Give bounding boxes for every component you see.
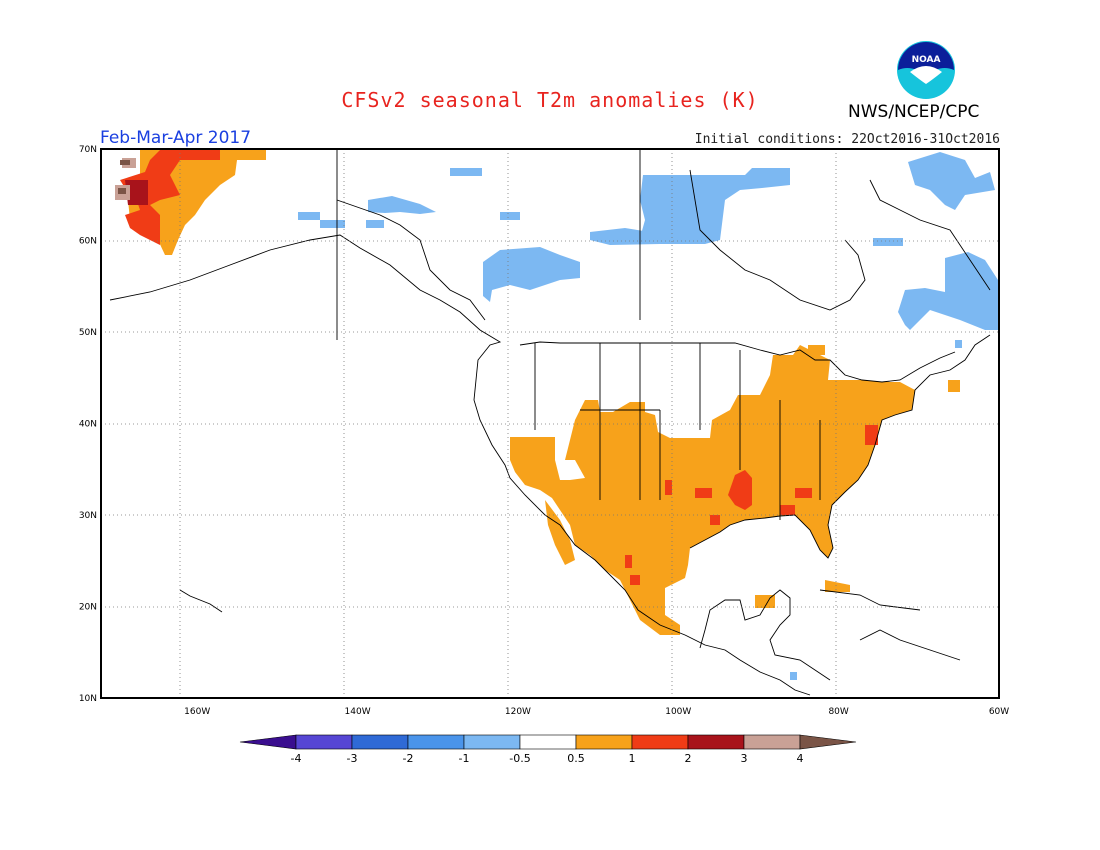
lat-tick-label: 60N [79,237,97,247]
longitude-labels: 160W 140W 120W 100W 80W 60W [184,707,1009,717]
colorbar-right-arrow [799,734,857,750]
latitude-labels: 10N 20N 30N 40N 50N 60N 70N [79,145,97,704]
colorbar-label: 0.5 [567,752,585,765]
colorbar-bin [743,734,801,750]
lon-tick-label: 60W [989,707,1009,717]
anomaly-fills [115,150,998,680]
season-label: Feb-Mar-Apr 2017 [100,128,252,148]
colorbar-label: -0.5 [509,752,530,765]
colorbar-bin [519,734,577,750]
map-title: CFSv2 seasonal T2m anomalies (K) [341,88,759,112]
lat-tick-label: 20N [79,603,97,613]
colorbar-label: -1 [459,752,470,765]
colorbar-bin [687,734,745,750]
map-frame [100,148,1000,699]
coastlines [109,150,991,696]
strong-warm-spots [625,425,878,585]
colorbar-left-arrow [239,734,297,750]
lon-tick-label: 120W [505,707,531,717]
colorbar-label: 1 [629,752,636,765]
lat-tick-label: 30N [79,511,97,521]
lat-tick-label: 70N [79,145,97,155]
colorbar: -4 -3 -2 -1 -0.5 0.5 1 2 3 4 [239,734,857,765]
colorbar-bin [351,734,409,750]
colorbar-label: -3 [347,752,358,765]
colorbar-bin [295,734,353,750]
logo-text: NOAA [912,55,941,65]
lon-tick-label: 100W [665,707,691,717]
alaska-very-strong-patch [125,180,148,205]
colorbar-label: -4 [291,752,302,765]
initial-conditions-label: Initial conditions: 22Oct2016-31Oct2016 [694,132,1000,147]
colorbar-bin [631,734,689,750]
noaa-logo: NOAA [897,41,955,99]
lon-tick-label: 140W [345,707,371,717]
colorbar-label: 2 [685,752,692,765]
lat-tick-label: 40N [79,420,97,430]
canada-cool-patches [298,152,998,680]
lon-tick-label: 160W [184,707,210,717]
conus-warm-patch [510,345,915,635]
lat-tick-label: 10N [79,694,97,704]
colorbar-bin [463,734,521,750]
grid-lines [101,149,999,698]
organization-label: NWS/NCEP/CPC [848,102,980,122]
lat-tick-label: 50N [79,328,97,338]
colorbar-label: 3 [741,752,748,765]
alaska-extreme-dark-patch [118,160,130,194]
lon-tick-label: 80W [828,707,848,717]
colorbar-bin [575,734,633,750]
colorbar-label: 4 [797,752,804,765]
colorbar-label: -2 [403,752,414,765]
colorbar-bin [407,734,465,750]
alaska-strong-patch [120,150,220,245]
